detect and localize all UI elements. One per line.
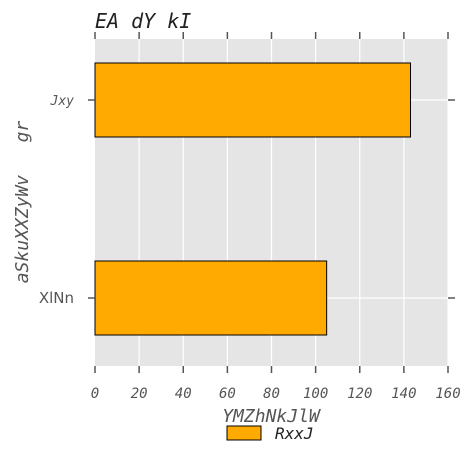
legend-swatch [226, 425, 262, 441]
y-tick-label: XlNn [39, 289, 74, 307]
y-axis-label: aSkuXXZyWv gr [12, 121, 33, 284]
chart-title: EA dY kI [95, 9, 191, 33]
x-tick-label: 100 [303, 386, 328, 402]
x-tick-label: 120 [347, 386, 372, 402]
legend: RxxJ [226, 424, 314, 443]
x-tick-label: 20 [131, 386, 148, 402]
x-axis-ticks: 0 20 40 60 80 100 120 140 160 [91, 32, 461, 402]
y-tick-label: Jxy [50, 94, 75, 109]
x-tick-label: 160 [435, 386, 460, 402]
x-tick-label: 140 [391, 386, 416, 402]
x-tick-label: 80 [263, 386, 280, 402]
bars [94, 62, 411, 336]
x-tick-label: 40 [175, 386, 192, 402]
bar-xlnn [94, 260, 328, 336]
x-axis-label: YMZhNkJlW [222, 406, 322, 427]
legend-label: RxxJ [275, 424, 314, 443]
x-tick-label: 60 [219, 386, 236, 402]
y-axis-ticks: XlNn Jxy [39, 94, 455, 307]
x-tick-label: 0 [91, 386, 99, 402]
bar-jxy [94, 62, 411, 138]
